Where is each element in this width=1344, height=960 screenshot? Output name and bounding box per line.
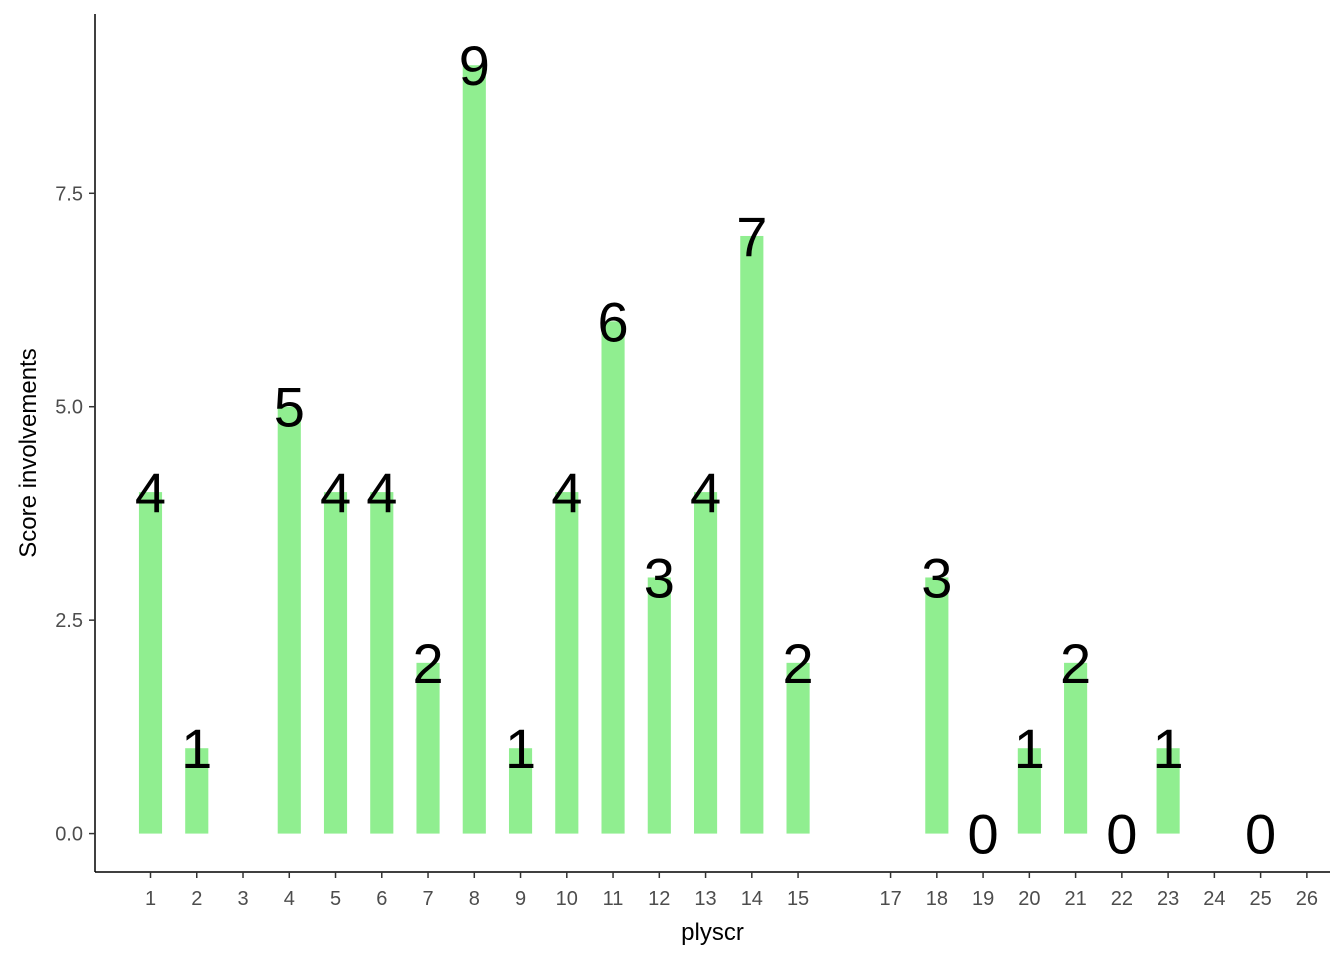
bar xyxy=(185,748,209,834)
x-tick-label: 10 xyxy=(556,888,578,910)
data-label: 1 xyxy=(1014,717,1045,780)
x-tick-label: 6 xyxy=(376,888,387,910)
x-tick-label: 14 xyxy=(741,888,763,910)
bar xyxy=(462,65,486,834)
bar xyxy=(416,662,440,834)
x-tick-label: 2 xyxy=(191,888,202,910)
data-label: 0 xyxy=(968,803,999,866)
bar xyxy=(1064,662,1088,834)
bar xyxy=(370,492,394,834)
x-tick-label: 4 xyxy=(284,888,295,910)
x-tick-label: 11 xyxy=(603,888,624,910)
x-tick-label: 26 xyxy=(1296,888,1318,910)
y-axis-ticks: 0.0 2.5 5.0 7.5 xyxy=(55,183,95,846)
bar xyxy=(647,577,671,834)
y-tick-label: 5.0 xyxy=(55,397,83,419)
x-tick-label: 20 xyxy=(1018,888,1040,910)
x-tick-label: 17 xyxy=(879,888,901,910)
bar xyxy=(1156,748,1180,834)
data-label: 9 xyxy=(459,34,490,97)
bar xyxy=(925,577,949,834)
bar xyxy=(508,748,533,834)
x-tick-label: 23 xyxy=(1157,888,1179,910)
data-label: 3 xyxy=(644,546,675,609)
bar xyxy=(740,235,764,834)
x-tick-label: 21 xyxy=(1064,888,1086,910)
data-label: 5 xyxy=(274,376,305,439)
data-label: 4 xyxy=(366,461,397,524)
bar xyxy=(601,321,625,834)
data-label: 1 xyxy=(181,717,212,780)
x-tick-label: 12 xyxy=(648,888,670,910)
y-tick-label: 2.5 xyxy=(55,610,83,632)
data-label: 2 xyxy=(1060,632,1091,695)
data-label: 6 xyxy=(597,290,628,353)
x-axis-title: plyscr xyxy=(681,919,744,946)
bars-group xyxy=(138,65,1180,834)
x-tick-label: 18 xyxy=(926,888,948,910)
y-tick-label: 0.0 xyxy=(55,824,83,846)
y-tick-label: 7.5 xyxy=(55,183,83,205)
data-label: 4 xyxy=(690,461,721,524)
x-tick-label: 15 xyxy=(787,888,809,910)
x-tick-label: 22 xyxy=(1111,888,1133,910)
bar xyxy=(323,492,348,834)
bar xyxy=(786,662,810,834)
x-tick-label: 7 xyxy=(422,888,433,910)
data-label: 4 xyxy=(320,461,351,524)
data-label: 3 xyxy=(921,546,952,609)
data-label: 0 xyxy=(1106,803,1137,866)
x-tick-label: 5 xyxy=(330,888,341,910)
x-tick-label: 1 xyxy=(145,888,156,910)
x-tick-label: 13 xyxy=(694,888,716,910)
data-label: 2 xyxy=(412,632,443,695)
data-label: 0 xyxy=(1245,803,1276,866)
data-label: 1 xyxy=(505,717,536,780)
x-tick-label: 25 xyxy=(1249,888,1271,910)
x-tick-label: 24 xyxy=(1203,888,1225,910)
x-tick-label: 9 xyxy=(515,888,526,910)
bar xyxy=(1017,748,1041,834)
data-label: 1 xyxy=(1153,717,1184,780)
data-label: 2 xyxy=(782,632,813,695)
x-tick-label: 19 xyxy=(972,888,994,910)
bar xyxy=(138,492,163,834)
data-label: 4 xyxy=(551,461,582,524)
x-tick-label: 8 xyxy=(469,888,480,910)
data-label: 7 xyxy=(736,205,767,268)
bar xyxy=(277,406,301,834)
y-axis-title: Score involvements xyxy=(15,348,42,557)
x-tick-label: 3 xyxy=(237,888,248,910)
bar xyxy=(555,492,579,834)
data-label: 4 xyxy=(135,461,166,524)
bar xyxy=(693,492,718,834)
x-axis-ticks: 1 2 3 4 5 6 7 8 9 10 11 12 13 14 15 17 18 19 20 21 22 23 24 25 2… xyxy=(145,872,1318,910)
